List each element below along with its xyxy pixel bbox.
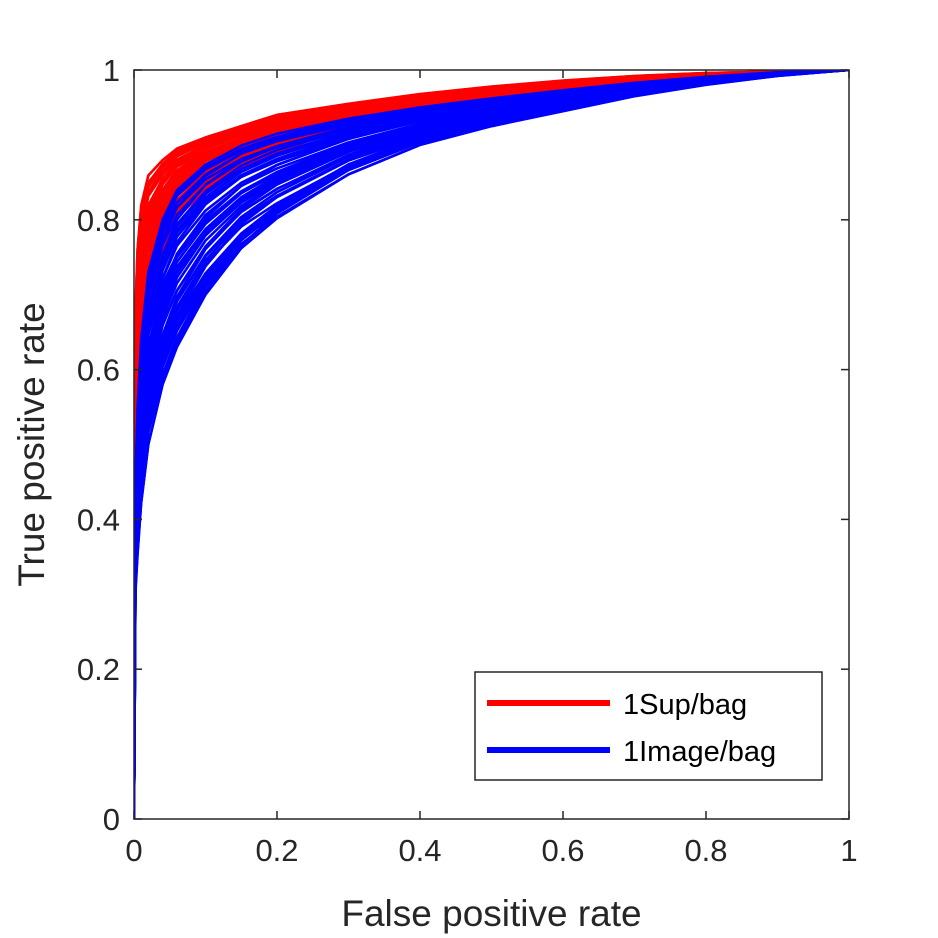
ticks-layer: 0 0.2 0.4 0.6 0.8 1 0 0.2 0.4 0.6 0.8 1: [77, 53, 858, 868]
plot-frame: [133, 69, 850, 820]
y-tick-label: 1: [103, 53, 120, 88]
legend-box: [474, 671, 823, 781]
series-1image-bag: [134, 70, 849, 819]
x-tick-label: 0.2: [255, 833, 298, 868]
x-axis-label: False positive rate: [341, 893, 641, 934]
y-tick-label: 0.4: [77, 502, 120, 537]
y-tick-label: 0: [103, 802, 120, 837]
x-tick-label: 1: [840, 833, 857, 868]
x-tick-label: 0.4: [398, 833, 441, 868]
roc-curve: [134, 70, 849, 819]
x-tick-label: 0.6: [541, 833, 584, 868]
roc-curve: [134, 70, 849, 819]
y-axis-label: True positive rate: [11, 302, 52, 586]
x-tick-label: 0.8: [684, 833, 727, 868]
legend-label-1image-bag: 1Image/bag: [623, 736, 776, 768]
y-tick-label: 0.6: [77, 353, 120, 388]
legend: 1Sup/bag 1Image/bag: [474, 671, 823, 781]
y-tick-label: 0.2: [77, 652, 120, 687]
y-tick-label: 0.8: [77, 203, 120, 238]
series-layer: [134, 70, 849, 819]
legend-label-1sup-bag: 1Sup/bag: [623, 689, 747, 721]
x-tick-label: 0: [125, 833, 142, 868]
